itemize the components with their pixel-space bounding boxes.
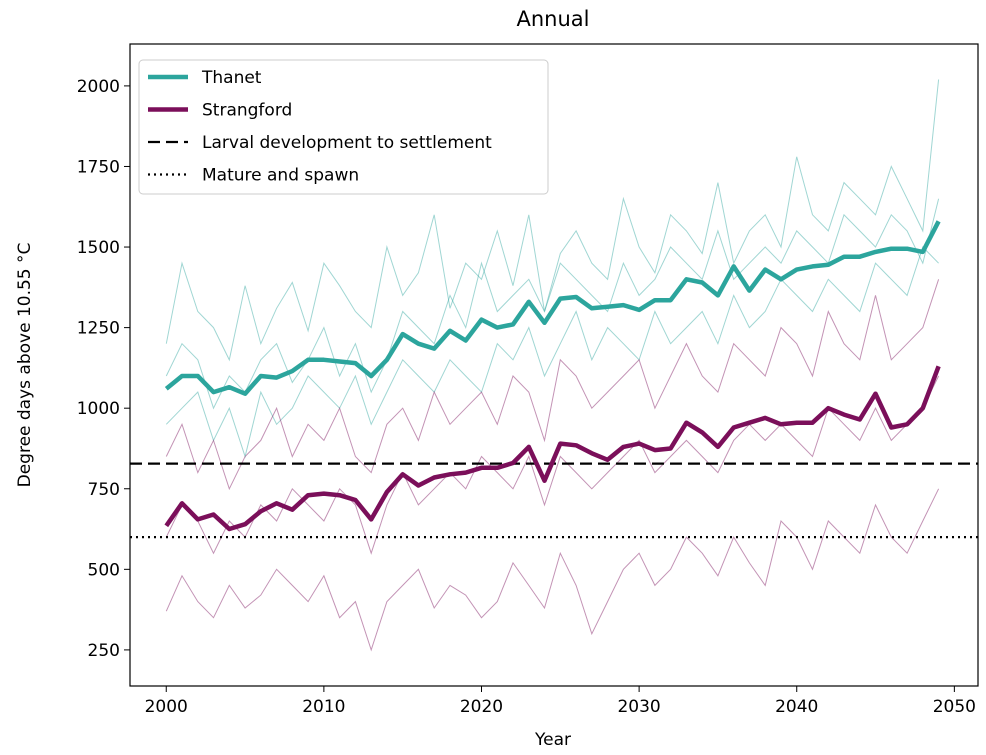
y-tick-label: 250 xyxy=(88,641,120,661)
legend-box xyxy=(138,59,549,195)
chart-title: Annual xyxy=(517,7,590,31)
member-line xyxy=(165,279,940,491)
y-tick-label: 1000 xyxy=(77,399,120,419)
legend-label: Strangford xyxy=(202,101,292,121)
series-line xyxy=(164,220,941,396)
x-tick-label: 2020 xyxy=(460,697,503,717)
legend-label: Larval development to settlement xyxy=(202,133,492,153)
axes-frame xyxy=(129,43,979,687)
y-tick-label: 750 xyxy=(88,480,120,500)
x-tick-label: 2010 xyxy=(302,697,345,717)
y-tick-label: 500 xyxy=(88,560,120,580)
y-tick-label: 1500 xyxy=(77,238,120,258)
y-axis-label: Degree days above 10.55 °C xyxy=(15,243,35,488)
x-axis-label: Year xyxy=(534,730,571,750)
y-tick-label: 1750 xyxy=(77,157,120,177)
y-tick-label: 1250 xyxy=(77,319,120,339)
member-line xyxy=(165,79,940,362)
member-line xyxy=(165,375,940,555)
x-tick-label: 2050 xyxy=(933,697,976,717)
x-tick-label: 2030 xyxy=(617,697,660,717)
series-line xyxy=(164,365,941,532)
legend-label: Thanet xyxy=(201,68,262,88)
x-tick-label: 2000 xyxy=(145,697,188,717)
x-tick-label: 2040 xyxy=(775,697,818,717)
legend-label: Mature and spawn xyxy=(202,166,359,186)
y-tick-label: 2000 xyxy=(77,77,120,97)
member-line xyxy=(165,246,939,459)
member-line xyxy=(165,488,940,652)
member-line xyxy=(165,198,940,410)
